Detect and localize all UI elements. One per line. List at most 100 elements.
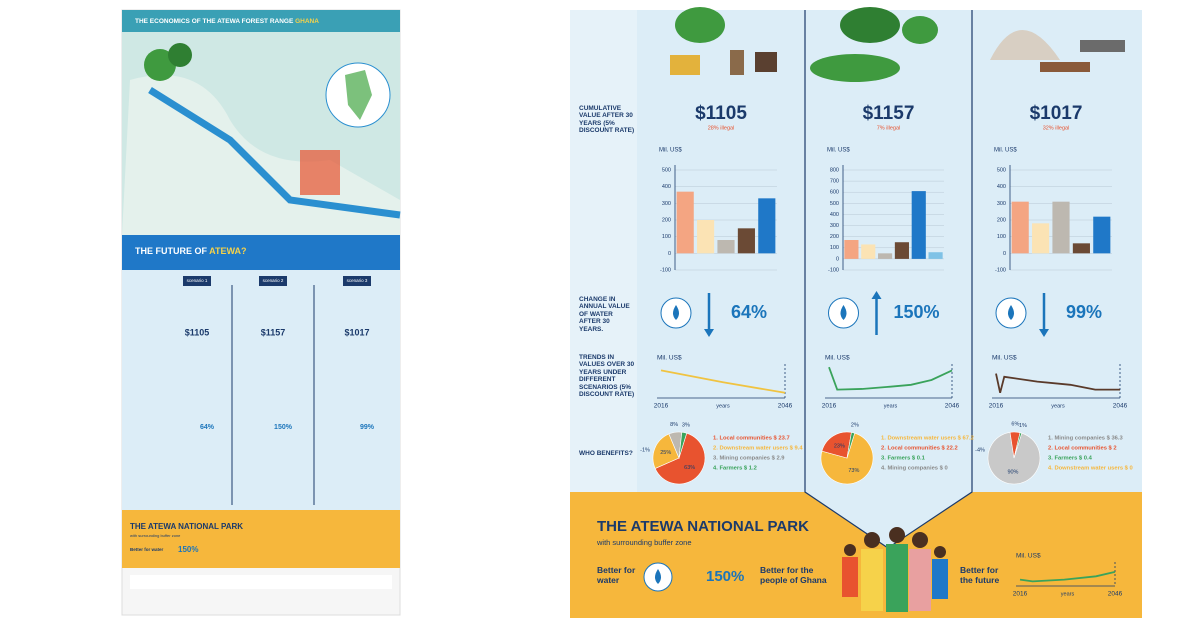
- thumb-park-subtitle: with surrounding buffer zone: [130, 533, 181, 538]
- thumb-change: 150%: [274, 424, 293, 431]
- head: [934, 546, 946, 558]
- head: [889, 527, 905, 543]
- trend-axis-label: Mil. US$: [992, 355, 1017, 362]
- bar: [737, 228, 755, 254]
- logs: [1040, 62, 1090, 72]
- thumb-value: $1157: [261, 327, 286, 337]
- legend-entry: 2. Local communities $ 2: [1048, 446, 1117, 452]
- thumb-park-water: Better for water: [130, 547, 164, 552]
- y-tick-label: 0: [836, 256, 839, 262]
- y-tick-label: 200: [997, 217, 1006, 223]
- thumb-logos: [130, 575, 392, 589]
- legend-entry: 1. Mining companies $ 36.3: [1048, 436, 1124, 442]
- thumb-title-main: THE ECONOMICS OF THE ATEWA FOREST RANGE: [135, 18, 294, 25]
- park-people: Better for the people of Ghana: [760, 565, 827, 585]
- pie-label: 25%: [660, 450, 671, 456]
- legend-entry: 2. Local communities $ 22.2: [881, 446, 958, 452]
- y-tick-label: 700: [830, 179, 839, 185]
- change-label: 150%: [893, 302, 939, 322]
- pie-slice: [846, 432, 856, 459]
- y-tick-label: 0: [668, 251, 671, 257]
- legend-entry: 4. Farmers $ 1.2: [713, 466, 757, 472]
- bar-axis-label: Mil. US$: [659, 148, 682, 154]
- y-tick-label: 0: [1003, 251, 1006, 257]
- legend-entry: 3. Mining companies $ 2.9: [713, 456, 785, 462]
- body: [909, 549, 931, 611]
- body: [886, 544, 908, 612]
- trend-end-label: 2046: [1113, 403, 1128, 410]
- pie-slice: [820, 432, 874, 485]
- trend-start: 2016: [654, 403, 669, 410]
- pie-label: 23%: [834, 443, 845, 449]
- thumb-map-shape: [345, 70, 372, 120]
- bar: [1032, 223, 1050, 254]
- bar: [878, 253, 893, 259]
- bar: [1072, 243, 1090, 254]
- y-tick-label: 500: [662, 167, 671, 173]
- pie-slice: [821, 431, 852, 459]
- label-column: [570, 10, 637, 495]
- bar-axis-label: Mil. US$: [827, 148, 850, 154]
- thumb-future-main: THE FUTURE OF: [135, 246, 207, 256]
- thumb-scenario-tag: [259, 276, 287, 286]
- trend-line: [828, 366, 953, 391]
- legend-entry: 3. Farmers $ 0.4: [1048, 456, 1093, 462]
- bar-axis-label: Mil. US$: [994, 148, 1017, 154]
- thumb-tree: [168, 43, 192, 67]
- park-water: Better for water: [597, 565, 636, 585]
- bar: [717, 240, 735, 254]
- thumb-tree: [144, 49, 176, 81]
- scenario-illegal: 28% illegal: [708, 125, 735, 131]
- trend-axis-label: Mil. US$: [825, 355, 850, 362]
- pie-label: 1%: [1019, 423, 1027, 429]
- illustrations: [670, 7, 1125, 82]
- bag: [755, 52, 777, 72]
- pie-extra-label: -1%: [640, 447, 650, 453]
- body: [932, 559, 948, 599]
- head: [864, 532, 880, 548]
- scenario-illegal: 32% illegal: [1043, 125, 1070, 131]
- pie-label: 6%: [1011, 422, 1019, 428]
- y-tick-label: 100: [997, 234, 1006, 240]
- thumb-scenarios: [122, 270, 400, 510]
- trend-axis-label: Mil. US$: [657, 355, 682, 362]
- pie-slice: [654, 432, 706, 485]
- pie-label: 63%: [684, 465, 695, 471]
- trend-x-label: years: [884, 403, 898, 409]
- legend-entry: 4. Downstream water users $ 0: [1048, 466, 1133, 472]
- bar: [1011, 201, 1029, 254]
- scenario-illegal: 7% illegal: [877, 125, 901, 131]
- pie-extra-label: -4%: [975, 447, 985, 453]
- thumb-future-accent: ATEWA?: [209, 246, 246, 256]
- y-tick-label: 200: [662, 217, 671, 223]
- thumb-future: THE FUTURE OF ATEWA?: [135, 246, 247, 256]
- scenario-value: $1105: [695, 103, 747, 124]
- excavator: [1080, 40, 1125, 52]
- change-arrow-head: [1039, 329, 1049, 337]
- trend-line: [660, 369, 786, 394]
- trend-x-label: years: [1051, 403, 1065, 409]
- bar: [1093, 216, 1111, 254]
- legend-entry: 1. Local communities $ 23.7: [713, 436, 790, 442]
- head: [912, 532, 928, 548]
- change-label: 99%: [1066, 302, 1102, 322]
- trend-end-label: 2046: [778, 403, 793, 410]
- scenario-value: $1157: [863, 103, 915, 124]
- trend-axis-label: Mil. US$: [1016, 553, 1041, 560]
- legend-entry: 1. Downstream water users $ 67.2: [881, 436, 974, 442]
- trend-start: 2016: [1013, 591, 1028, 598]
- thumbnail: THE ECONOMICS OF THE ATEWA FOREST RANGE …: [121, 9, 401, 616]
- y-tick-label: 300: [830, 223, 839, 229]
- y-tick-label: 500: [997, 167, 1006, 173]
- y-tick-label: 100: [662, 234, 671, 240]
- trend-line: [1019, 571, 1116, 583]
- park-subtitle: with surrounding buffer zone: [596, 538, 692, 547]
- change-label: 64%: [731, 302, 767, 322]
- trend-x-label: years: [716, 403, 730, 409]
- head: [844, 544, 856, 556]
- thumb-change: 64%: [200, 424, 215, 431]
- tree: [675, 7, 725, 43]
- thumb-scenario-tag: [183, 276, 211, 286]
- trend-start: 2016: [822, 403, 837, 410]
